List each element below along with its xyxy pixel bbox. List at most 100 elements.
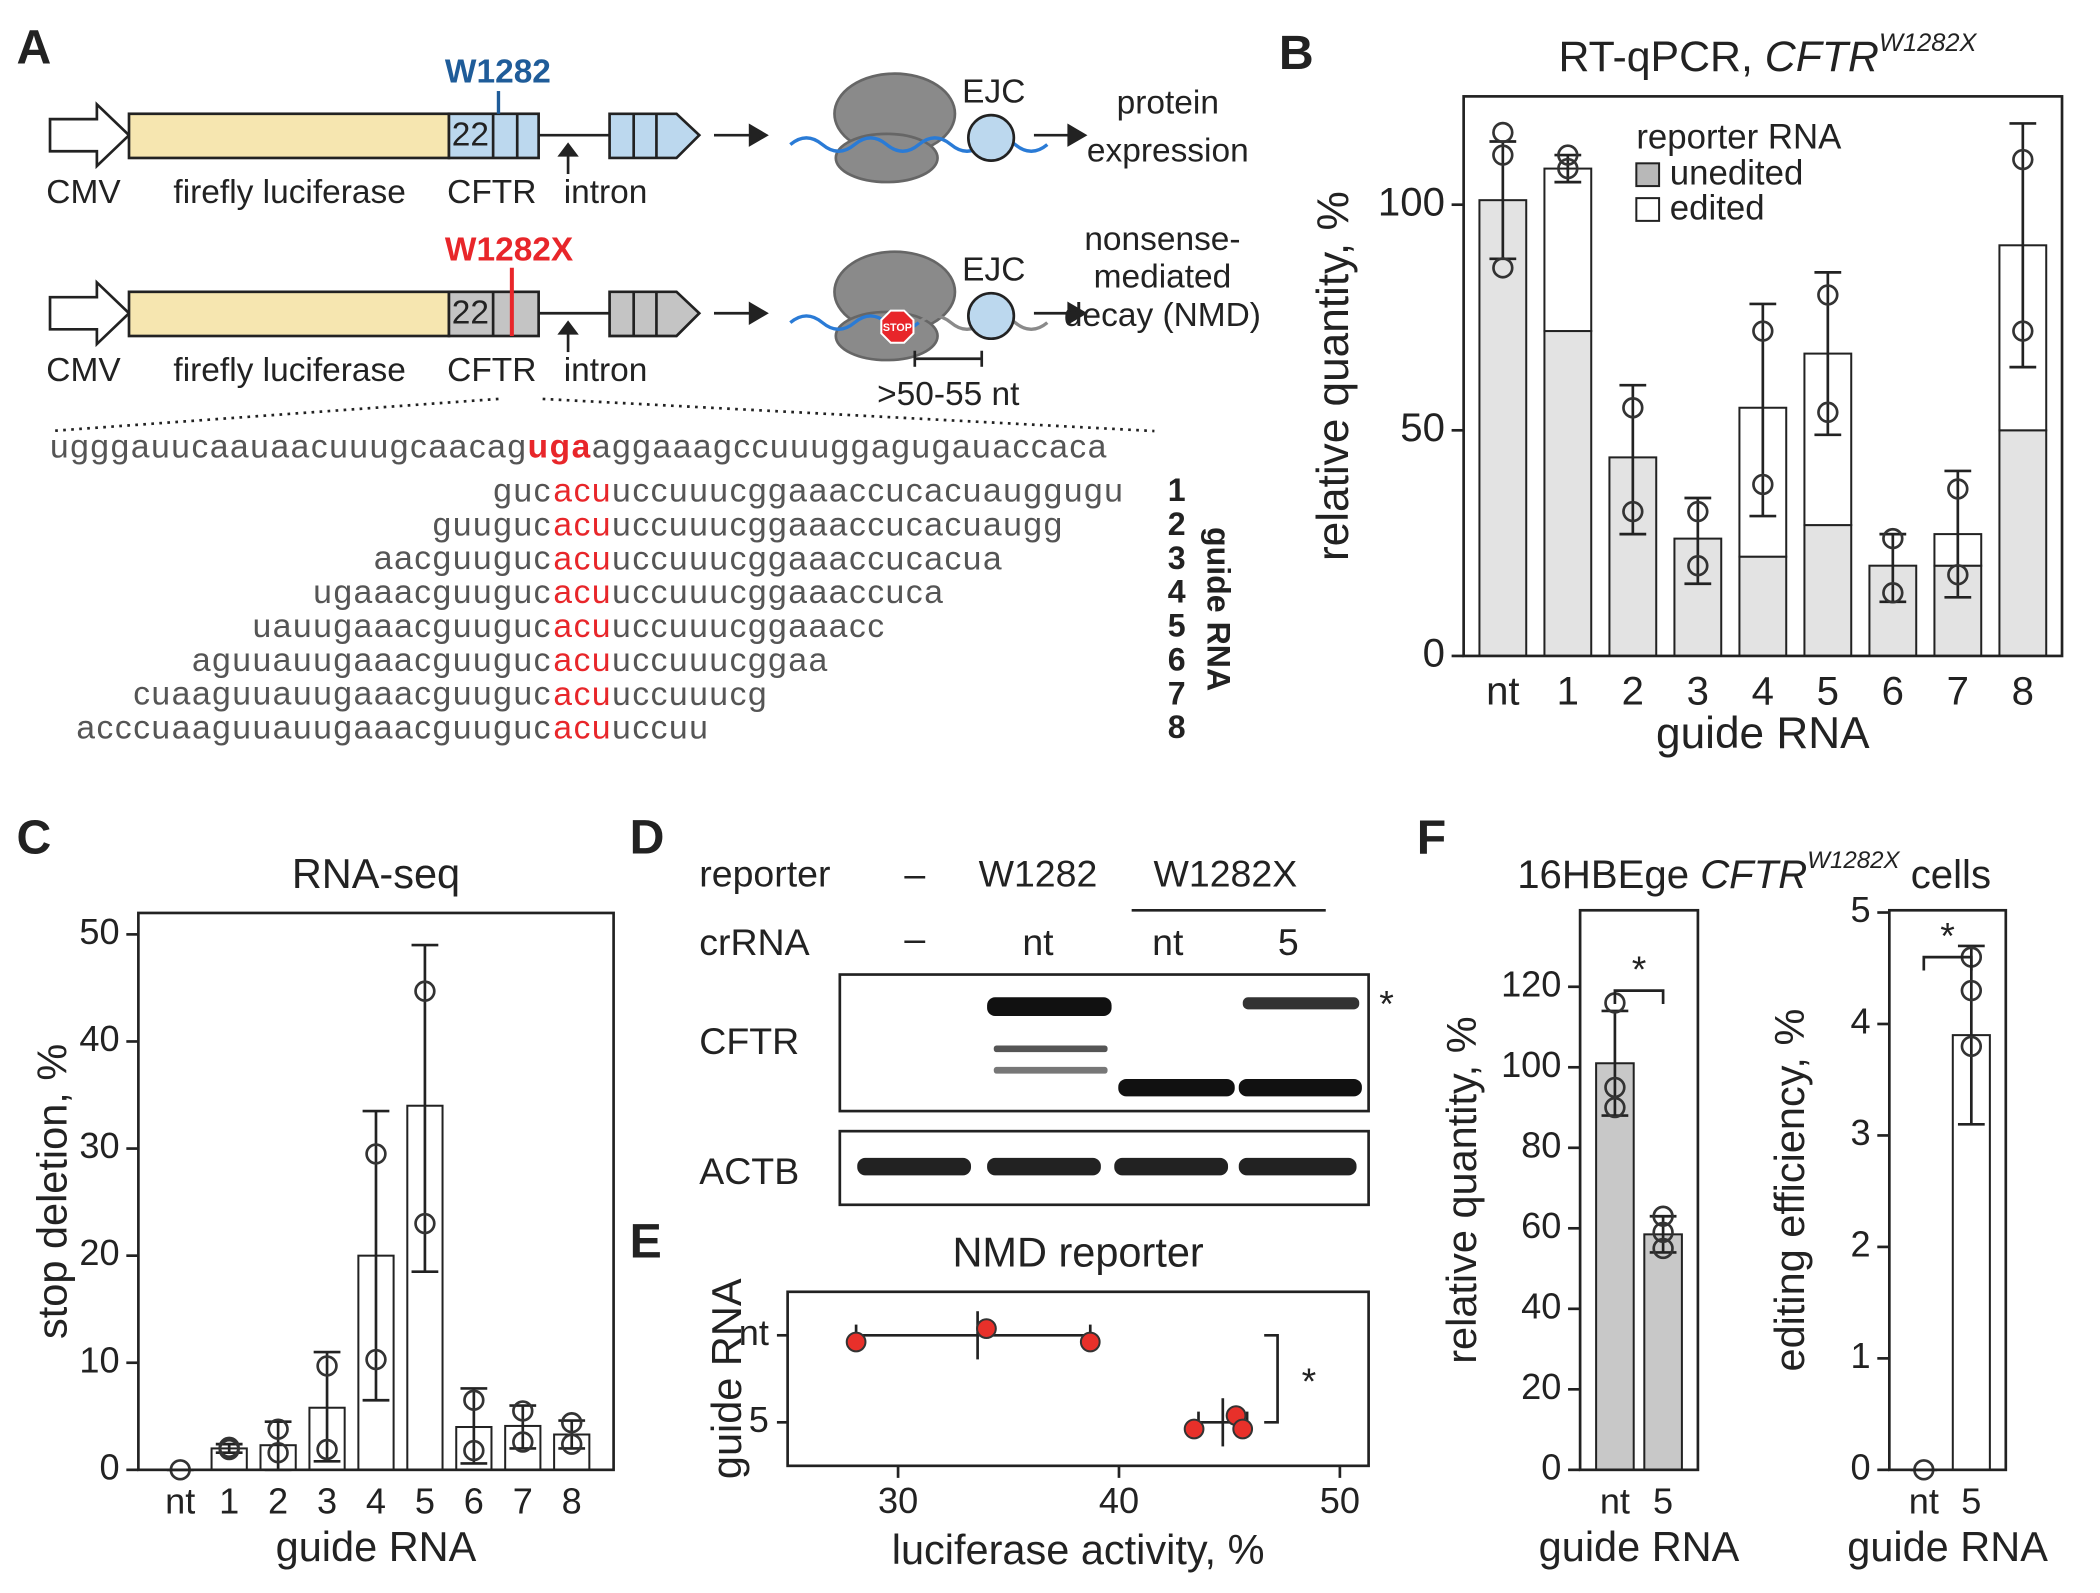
x-tick-label: 5 [415, 1481, 435, 1522]
intron-label: intron [564, 174, 648, 211]
band [1118, 1078, 1235, 1097]
guide-number: 5 [1168, 608, 1186, 644]
guide-match: acu [553, 506, 612, 543]
band [993, 1066, 1108, 1074]
y-tick-label: 40 [1521, 1285, 1561, 1326]
y-tick-label: 30 [79, 1125, 119, 1166]
y-axis-label: editing efficiency, % [1766, 1009, 1813, 1372]
y-tick-label: 100 [1501, 1044, 1561, 1085]
x-tick-label: 1 [219, 1481, 239, 1522]
plot-frame [1578, 908, 1700, 1472]
band-marker: * [1379, 983, 1394, 1025]
guide-number: 1 [1168, 472, 1186, 508]
data-point [316, 1438, 338, 1461]
promoter-label: CMV [46, 174, 121, 211]
data-point [316, 1355, 338, 1377]
lane-label: nt [1152, 921, 1184, 963]
data-point [2012, 320, 2034, 342]
data-point [1492, 257, 1514, 279]
data-point [845, 1331, 867, 1353]
data-point [1183, 1418, 1205, 1440]
bar-segment [1998, 429, 2048, 657]
guide-number: 6 [1168, 641, 1186, 677]
lane-label: W1282 [979, 853, 1098, 895]
x-tick-label: 8 [2012, 669, 2034, 714]
outcome-label: mediated [1094, 258, 1232, 295]
y-tick-label: 2 [1851, 1223, 1871, 1264]
data-point [1652, 1205, 1674, 1227]
guide-match: acu [553, 642, 612, 679]
guide-rest: acuuccuuucggaaaccucacuaugg [553, 506, 1063, 543]
promoter-arrow [48, 101, 131, 170]
data-point [365, 1143, 387, 1165]
x-tick-label: 4 [366, 1481, 386, 1522]
guide-part: uccuuucggaaaccuca [612, 574, 944, 611]
guide-rest: acuuccuuucggaaacc [553, 608, 885, 645]
legend-label: unedited [1670, 154, 1804, 193]
y-tick-label: 1 [1851, 1335, 1871, 1376]
x-tick-label: 7 [513, 1481, 533, 1522]
chart-title: RT-qPCR, CFTRW1282X [1559, 29, 1978, 82]
data-point [1652, 1221, 1674, 1244]
guide-match: acu [553, 608, 612, 645]
data-point [1557, 144, 1579, 166]
legend-title: reporter RNA [1636, 117, 1842, 156]
data-point [267, 1418, 289, 1440]
zoom-line [49, 397, 499, 433]
y-tick-label: 50 [79, 911, 119, 952]
data-point [1687, 500, 1709, 523]
guide-prefix: guuguc [433, 506, 552, 543]
legend-swatch [1635, 197, 1661, 222]
guide-rest: acuuccuuucggaaaccucacuauggugu [553, 472, 1124, 509]
row-label: crRNA [699, 921, 809, 963]
data-point [1752, 473, 1774, 496]
data-point [1947, 564, 1969, 586]
data-point [365, 1348, 387, 1371]
row-label: reporter [699, 853, 830, 895]
data-point [1622, 500, 1644, 523]
x-tick-label: 6 [1882, 669, 1904, 714]
data-point [1752, 320, 1774, 342]
guide-part: uccuu [612, 710, 709, 747]
site-label: W1282 [445, 53, 551, 90]
x-tick-label: nt [165, 1481, 195, 1522]
title-part: cells [1900, 851, 1991, 896]
gene-label: firefly luciferase [173, 352, 405, 389]
x-tick-label: 1 [1557, 669, 1579, 714]
x-tick-label: 8 [562, 1481, 582, 1522]
significance-bracket [1922, 955, 1973, 971]
title-gene: CFTR [1700, 851, 1807, 896]
title-superscript: W1282X [1807, 847, 1900, 874]
y-tick-label: 20 [79, 1232, 119, 1273]
plot-frame [1887, 908, 2008, 1472]
stop-codon: uga [528, 428, 592, 465]
guide-match: acu [553, 676, 612, 713]
complex-label: EJC [962, 74, 1025, 111]
data-point [976, 1318, 997, 1339]
y-tick-label: 120 [1501, 963, 1561, 1004]
y-tick-label: 100 [1378, 179, 1445, 224]
x-tick-label: 6 [464, 1481, 484, 1522]
guide-number: 2 [1168, 506, 1186, 542]
x-tick-label: 30 [878, 1480, 918, 1521]
guide-part: uccuuucggaa [612, 642, 829, 679]
outcome-label: protein [1117, 84, 1219, 121]
lane-label: W1282X [1154, 853, 1298, 895]
guide-part: uccuuucggaaaccucacua [612, 540, 1003, 577]
outcome-label: decay (NMD) [1064, 297, 1261, 334]
x-tick-label: 5 [1653, 1481, 1673, 1522]
data-point [463, 1439, 485, 1462]
band [1242, 997, 1360, 1010]
data-point [414, 980, 436, 1002]
guide-number: 3 [1168, 540, 1186, 576]
x-tick-label: 3 [1687, 669, 1709, 714]
chart-title: RNA-seq [292, 850, 460, 897]
significance-bracket [1264, 1333, 1279, 1424]
panel-label: B [1279, 26, 1314, 80]
panel-label: A [17, 21, 52, 75]
guide-rest: acuuccuuucg [553, 676, 768, 713]
bar-segment [1478, 199, 1528, 657]
band-label: CFTR [699, 1020, 799, 1062]
guide-prefix: uauugaaacguuguc [253, 608, 552, 645]
data-point [414, 1212, 436, 1235]
